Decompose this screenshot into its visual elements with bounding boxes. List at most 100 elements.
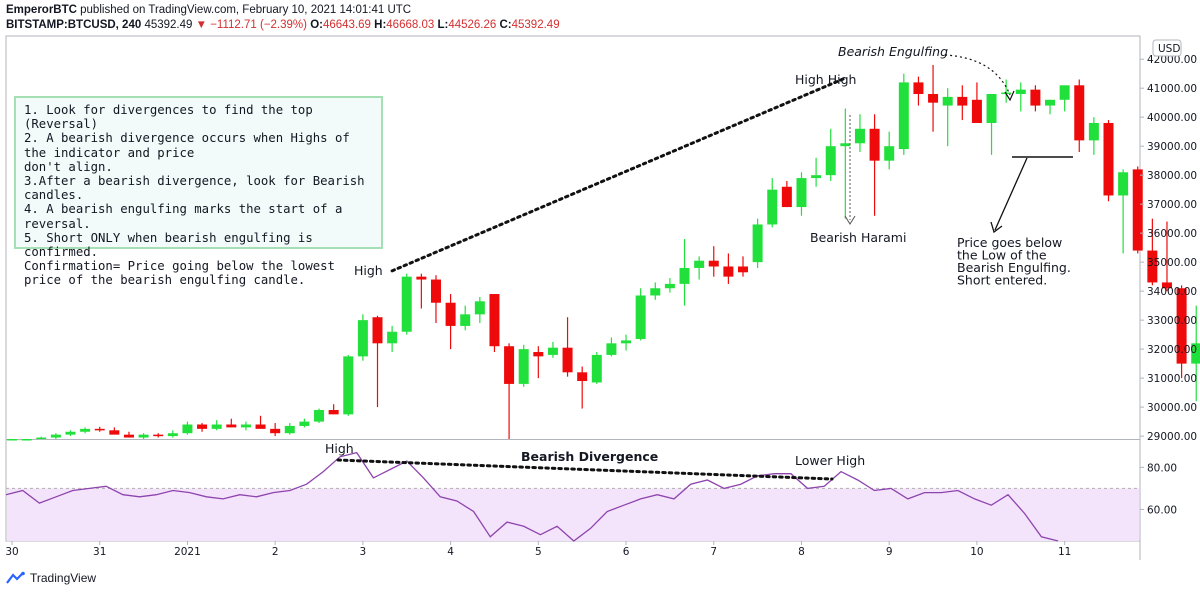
candle	[986, 93, 997, 155]
candle	[854, 114, 865, 152]
time-tick-label: 31	[93, 546, 106, 558]
candle-body	[372, 317, 383, 344]
last-price: 45392.49	[144, 19, 193, 31]
lower-high-label: Lower High	[795, 453, 865, 468]
candle	[416, 273, 427, 309]
candle-body	[723, 266, 734, 277]
high-label-rsi: High	[325, 441, 354, 456]
candle-body	[211, 424, 222, 429]
candle-body	[767, 189, 778, 225]
candle-body	[504, 346, 515, 384]
candle-body	[781, 186, 792, 208]
time-tick-label: 4	[447, 546, 454, 558]
price-tick-label: 31000.00	[1147, 373, 1197, 385]
candle-body	[445, 302, 456, 326]
candle-body	[314, 410, 325, 422]
candle-body	[1015, 89, 1026, 94]
candle	[781, 180, 792, 208]
candle	[591, 352, 602, 384]
candle-body	[884, 146, 895, 161]
candle	[109, 427, 120, 435]
candle-body	[255, 424, 266, 429]
time-tick-label: 30	[5, 546, 18, 558]
candle-body	[416, 276, 427, 280]
candle	[738, 256, 748, 277]
candle	[650, 282, 661, 300]
candle-body	[123, 434, 134, 438]
bearish-engulfing-label: Bearish Engulfing	[838, 44, 948, 59]
candle-body	[1088, 122, 1099, 141]
price-tick-label: 37000.00	[1147, 199, 1197, 211]
candle	[153, 433, 164, 438]
candle	[240, 421, 251, 431]
candle-body	[1030, 89, 1041, 106]
rsi-tick-label: 60.00	[1147, 504, 1177, 516]
price-tick-label: 33000.00	[1147, 315, 1197, 327]
candle-body	[971, 99, 982, 123]
note-line-1: 1. Look for divergences to find the top …	[24, 103, 321, 132]
candle-body	[1103, 122, 1114, 196]
entry-note-line: the Low of the	[957, 248, 1047, 263]
candle	[811, 157, 822, 187]
candle	[123, 431, 134, 438]
candle	[387, 325, 398, 353]
candle-body	[1132, 169, 1143, 251]
time-tick-label: 2021	[174, 546, 201, 558]
currency-badge: USD	[1152, 39, 1182, 57]
tradingview-brand[interactable]: TradingView	[6, 571, 96, 585]
candle-body	[811, 175, 822, 179]
candle-body	[1147, 250, 1158, 283]
candle	[767, 178, 778, 228]
time-tick-label: 9	[886, 546, 893, 558]
candle	[1132, 166, 1143, 254]
author-name[interactable]: EmperorBTC	[6, 4, 77, 16]
candle	[694, 256, 705, 280]
candle	[65, 430, 76, 437]
down-arrow-icon: ▼	[195, 19, 208, 31]
time-tick-label: 7	[710, 546, 717, 558]
candle	[36, 436, 47, 440]
candle-body	[928, 93, 939, 103]
candle	[357, 314, 368, 361]
note-line-7: Confirmation= Price going below the lowe…	[24, 259, 343, 288]
time-tick-label: 10	[970, 546, 983, 558]
price-tick-label: 36000.00	[1147, 228, 1197, 240]
currency-label: USD	[1158, 43, 1180, 55]
strategy-notes-box: 1. Look for divergences to find the top …	[14, 96, 383, 287]
candle	[533, 346, 544, 379]
note-line-2: 2. A bearish divergence occurs when High…	[24, 131, 358, 160]
publish-info: published on TradingView.com, February 1…	[80, 4, 412, 16]
candle-body	[1161, 282, 1172, 289]
bearish-divergence-label: Bearish Divergence	[521, 449, 658, 464]
candle-body	[621, 340, 632, 344]
candle	[1103, 120, 1114, 202]
candle-body	[36, 437, 47, 440]
candle	[679, 238, 690, 306]
price-tick-label: 32000.00	[1147, 344, 1197, 356]
price-tick-label: 42000.00	[1147, 54, 1197, 66]
entry-pointer	[994, 157, 1028, 231]
low-value: 44526.26	[448, 19, 497, 31]
candle	[1015, 82, 1026, 112]
candle	[211, 420, 222, 431]
currency-badge-box	[1152, 39, 1182, 57]
close-label: C:	[499, 19, 512, 31]
candle	[898, 73, 909, 155]
symbol-label[interactable]: BITSTAMP:BTCUSD, 240	[6, 19, 142, 31]
candle	[1118, 169, 1129, 254]
engulfing-arrowhead	[1004, 90, 1015, 102]
candle-body	[562, 347, 573, 373]
time-tick-label: 2	[272, 546, 279, 558]
candle	[299, 418, 310, 428]
candle	[504, 343, 515, 439]
candle	[138, 433, 149, 439]
low-label: L:	[437, 19, 449, 31]
price-change: −1112.71 (−2.39%)	[210, 19, 307, 31]
candle-body	[489, 294, 500, 347]
candle-body	[854, 128, 865, 144]
candle-body	[1059, 85, 1070, 100]
candle	[343, 354, 354, 416]
candle-body	[942, 96, 953, 106]
candle	[94, 426, 105, 432]
